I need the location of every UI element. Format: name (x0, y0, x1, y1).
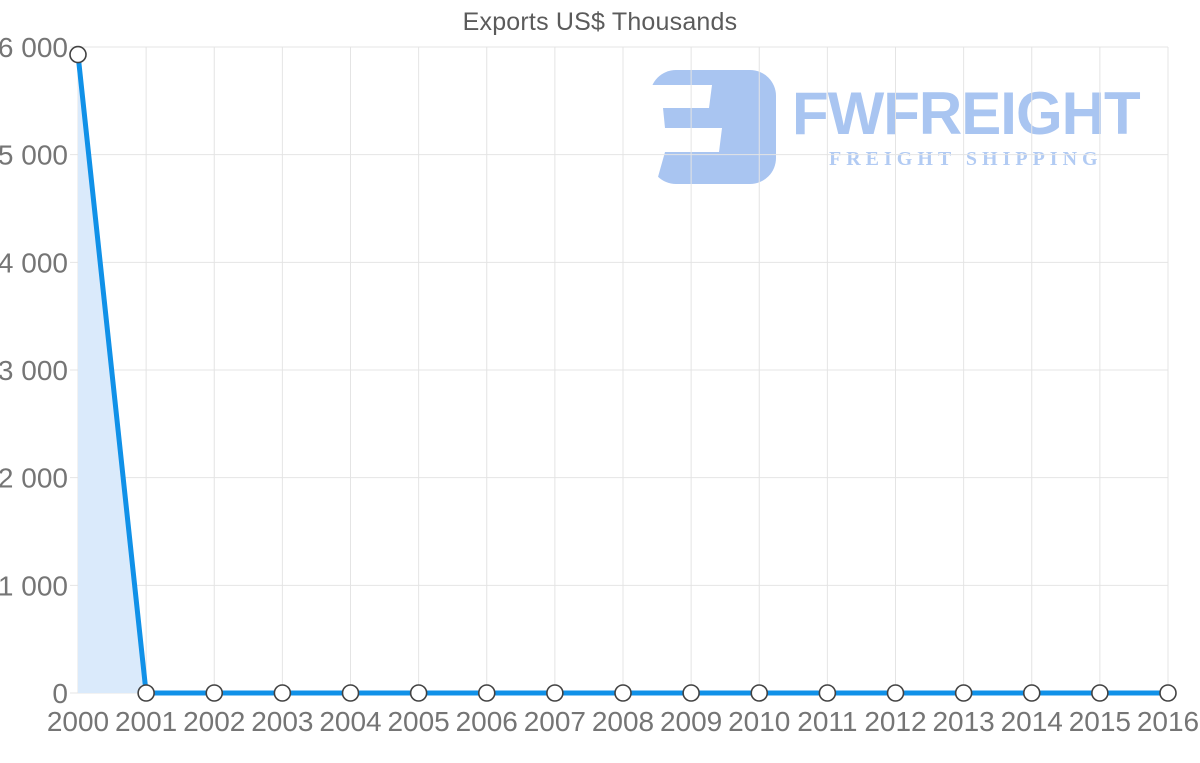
logo-mark-cut-left (648, 108, 665, 128)
data-point-marker[interactable] (1022, 684, 1041, 702)
data-point-marker[interactable] (69, 45, 87, 64)
y-axis-label: 2 000 (0, 463, 68, 494)
brand-name: FWFREIGHT (792, 79, 1141, 147)
x-axis-label: 2011 (797, 706, 857, 737)
x-axis-label: 2001 (115, 706, 177, 737)
data-point-marker[interactable] (818, 684, 837, 702)
x-axis-label: 2012 (864, 706, 926, 737)
data-point-marker[interactable] (137, 684, 155, 702)
x-axis-label: 2010 (728, 706, 790, 737)
y-axis-label: 6 000 (0, 32, 68, 63)
data-point-marker[interactable] (205, 684, 224, 702)
data-point-marker[interactable] (954, 684, 973, 702)
x-axis-label: 2015 (1069, 706, 1131, 737)
data-point-marker[interactable] (341, 684, 360, 702)
x-axis-label: 2016 (1137, 706, 1199, 737)
x-axis-label: 2009 (660, 706, 722, 737)
data-point-marker[interactable] (886, 684, 905, 702)
data-point-marker[interactable] (682, 684, 700, 702)
data-point-marker[interactable] (614, 684, 632, 702)
x-axis-label: 2014 (1001, 706, 1063, 737)
logo-mark-cut-upper (648, 85, 712, 108)
x-axis-label: 2006 (456, 706, 518, 737)
x-axis-label: 2002 (183, 706, 245, 737)
x-axis-label: 2004 (319, 706, 381, 737)
logo-mark-cut-lower (648, 128, 722, 152)
data-point-marker[interactable] (546, 684, 564, 702)
x-axis-label: 2000 (47, 706, 109, 737)
y-axis-label: 4 000 (0, 247, 68, 278)
x-axis-label: 2005 (387, 706, 449, 737)
data-point-marker[interactable] (409, 684, 428, 702)
x-axis-label: 2007 (524, 706, 586, 737)
data-point-marker[interactable] (750, 684, 769, 702)
logo-mark-cut-bottom (648, 152, 665, 184)
data-point-marker[interactable] (1159, 684, 1177, 702)
y-axis-label: 5 000 (0, 140, 68, 171)
y-axis-label: 1 000 (0, 570, 68, 601)
fwfreight-logo-icon (648, 70, 776, 184)
x-axis-label: 2013 (932, 706, 994, 737)
x-axis-label: 2008 (592, 706, 654, 737)
y-axis-label: 3 000 (0, 355, 68, 386)
data-point-marker[interactable] (477, 684, 496, 702)
x-axis-label: 2003 (251, 706, 313, 737)
chart-title: Exports US$ Thousands (462, 8, 738, 36)
data-point-marker[interactable] (1091, 684, 1109, 702)
data-point-marker[interactable] (273, 684, 292, 702)
y-axis-label: 0 (52, 678, 68, 709)
